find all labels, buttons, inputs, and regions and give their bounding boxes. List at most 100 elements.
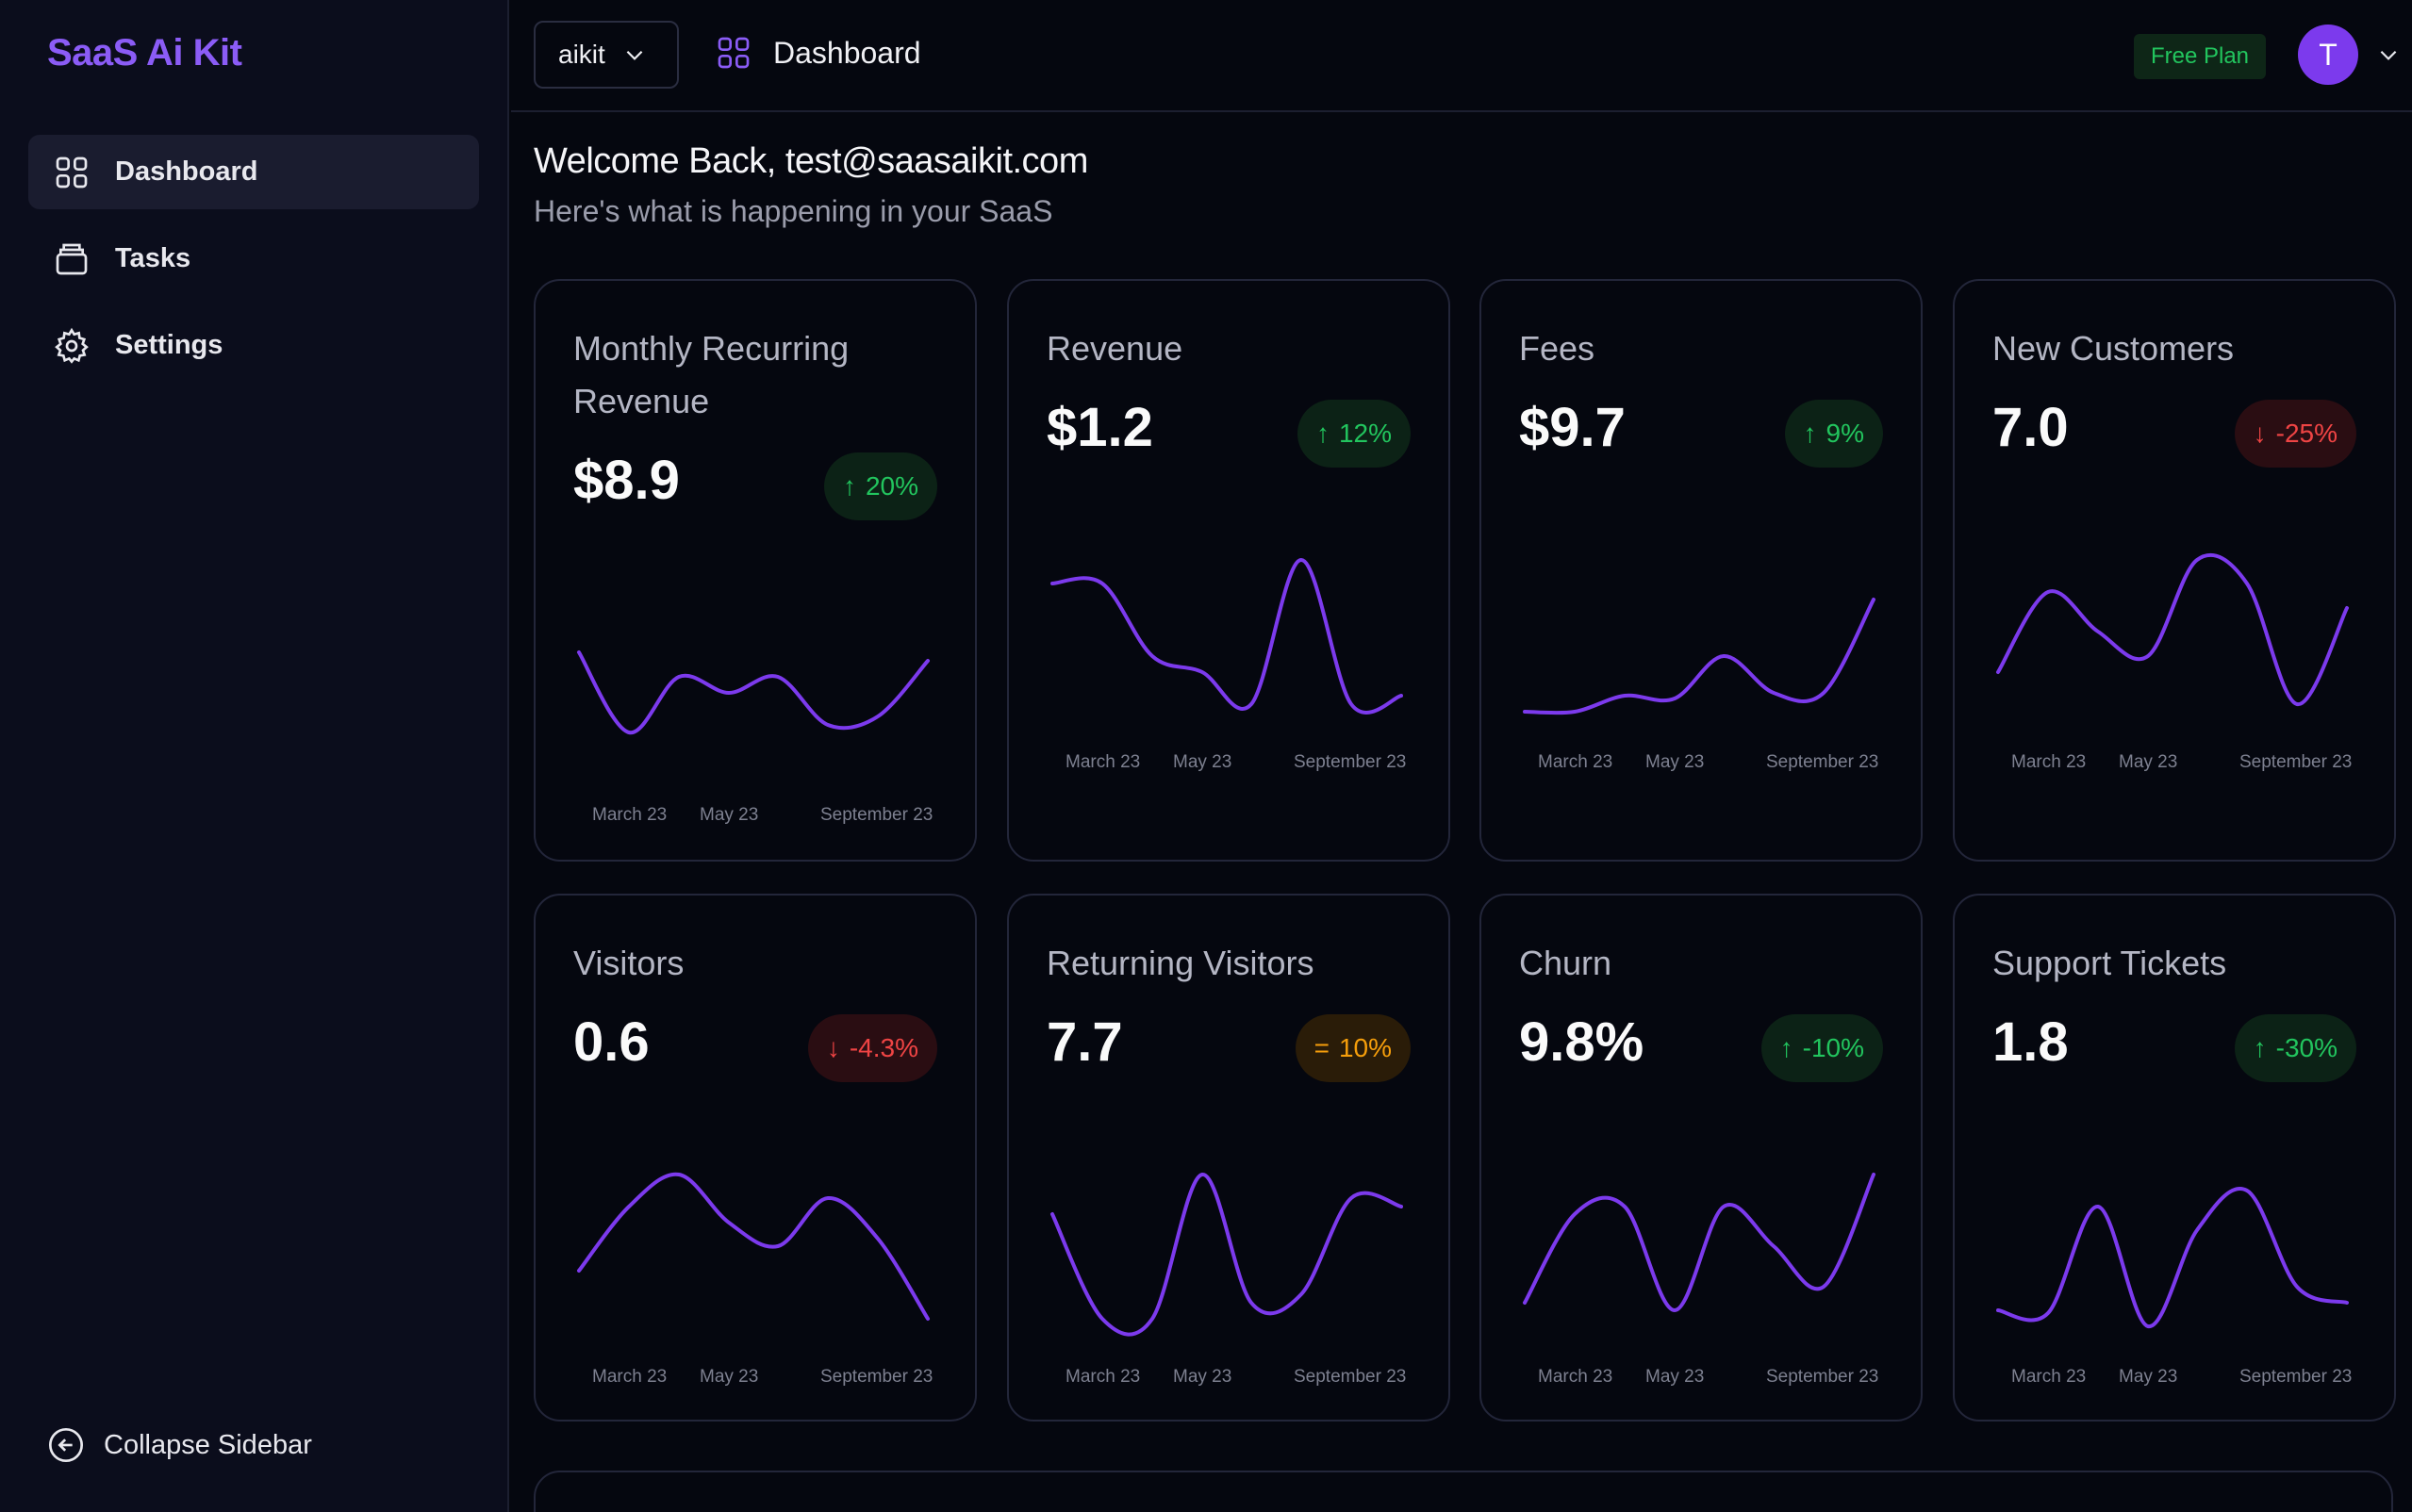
sidebar: SaaS Ai Kit Dashboard Tasks — [0, 0, 509, 1512]
metric-card: Monthly Recurring Revenue $8.9 ↑ 20% March 2… — [534, 279, 977, 862]
trend-value: -30% — [2275, 1033, 2338, 1062]
metric-card: Returning Visitors 7.7 = 10% March 23 May 23 S… — [1007, 894, 1450, 1422]
axis-tick-label: May 23 — [700, 1367, 759, 1387]
metric-card: Visitors 0.6 ↓ -4.3% March 23 May 23 September… — [534, 894, 977, 1422]
breadcrumb: Dashboard — [715, 34, 921, 72]
sparkline-chart — [1523, 598, 1875, 715]
trend-badge: ↓ -25% — [2234, 400, 2356, 468]
sparkline-axis: March 23 May 23 September 23 — [1066, 1367, 1424, 1389]
sparkline-series — [1050, 557, 1403, 715]
sparkline-series — [1523, 598, 1875, 715]
axis-tick-label: May 23 — [2119, 752, 2178, 772]
metric-title: Churn — [1519, 944, 1612, 982]
axis-tick-label: March 23 — [2011, 1367, 2087, 1387]
sparkline-axis: March 23 May 23 September 23 — [2011, 752, 2370, 775]
trend-value: 12% — [1338, 419, 1392, 448]
chevron-down-icon — [626, 50, 643, 60]
sparkline-series — [1996, 1187, 2349, 1328]
topbar: aikit Dashboard Free Plan T — [511, 0, 2412, 112]
page-title: Dashboard — [773, 35, 921, 70]
arrow-up-icon: ↑ — [2253, 1033, 2267, 1062]
trend-badge: ↑ -10% — [1760, 1014, 1883, 1082]
equals-icon: = — [1313, 1033, 1330, 1062]
metric-value: 1.8 — [1992, 1011, 2069, 1073]
metric-card: Revenue $1.2 ↑ 12% March 23 May 23 September 2… — [1007, 279, 1450, 862]
sparkline-series — [1523, 1173, 1875, 1313]
arrow-up-icon: ↑ — [1779, 1033, 1793, 1062]
sparkline-chart — [1050, 1173, 1403, 1337]
sparkline-chart — [1996, 553, 2349, 706]
layers-icon — [56, 243, 88, 274]
trend-badge: ↓ -4.3% — [807, 1014, 937, 1082]
sparkline-axis: March 23 May 23 September 23 — [1538, 752, 1896, 775]
project-select[interactable]: aikit — [534, 21, 679, 89]
metric-value: 7.7 — [1047, 1011, 1123, 1073]
gear-icon — [55, 327, 89, 364]
sidebar-item-tasks[interactable]: Tasks — [28, 222, 479, 296]
metric-card: Fees $9.7 ↑ 9% March 23 May 23 September 23 — [1479, 279, 1923, 862]
sparkline-chart — [577, 650, 930, 735]
metric-title: Visitors — [573, 944, 685, 982]
arrow-up-icon: ↑ — [842, 471, 856, 501]
metric-card: Churn 9.8% ↑ -10% March 23 May 23 September 23 — [1479, 894, 1923, 1422]
metric-value: 7.0 — [1992, 397, 2069, 458]
sparkline-series — [1996, 553, 2349, 706]
axis-tick-label: March 23 — [1066, 1367, 1141, 1387]
arrow-left-circle-icon — [49, 1428, 83, 1462]
avatar[interactable]: T — [2298, 25, 2358, 85]
axis-tick-label: May 23 — [1645, 752, 1705, 772]
chevron-down-icon[interactable] — [2376, 42, 2401, 67]
project-select-value: aikit — [558, 40, 605, 69]
sidebar-item-label: Tasks — [115, 243, 191, 273]
arrow-down-icon: ↓ — [2253, 419, 2267, 448]
trend-badge: ↑ -30% — [2234, 1014, 2356, 1082]
metric-title: Support Tickets — [1992, 944, 2227, 982]
trend-value: -4.3% — [849, 1033, 918, 1062]
sidebar-item-settings[interactable]: Settings — [28, 308, 479, 383]
axis-tick-label: May 23 — [1173, 752, 1232, 772]
axis-tick-label: March 23 — [592, 1367, 668, 1387]
trend-value: -10% — [1802, 1033, 1864, 1062]
sidebar-item-label: Dashboard — [115, 156, 258, 187]
collapse-sidebar-label: Collapse Sidebar — [104, 1429, 312, 1460]
sparkline-chart — [577, 1172, 930, 1321]
axis-tick-label: March 23 — [1538, 1367, 1613, 1387]
axis-tick-label: September 23 — [820, 1367, 933, 1387]
trend-badge: = 10% — [1295, 1014, 1411, 1082]
trend-badge: ↑ 20% — [823, 452, 937, 520]
axis-tick-label: September 23 — [2239, 752, 2353, 772]
metric-title: Monthly Recurring Revenue — [573, 329, 850, 420]
axis-tick-label: March 23 — [1538, 752, 1613, 772]
axis-tick-label: March 23 — [1066, 752, 1141, 772]
trend-value: 20% — [865, 471, 918, 501]
metric-value: 0.6 — [573, 1011, 650, 1073]
sparkline-chart — [1996, 1187, 2349, 1328]
axis-tick-label: May 23 — [700, 805, 759, 825]
grid-icon — [56, 156, 88, 188]
axis-tick-label: May 23 — [1173, 1367, 1232, 1387]
sparkline-axis: March 23 May 23 September 23 — [2011, 1367, 2370, 1389]
metric-title: Revenue — [1047, 329, 1183, 368]
sparkline-axis: March 23 May 23 September 23 — [592, 805, 950, 828]
sparkline-chart — [1050, 557, 1403, 715]
bottom-panel — [534, 1471, 2393, 1512]
sidebar-item-dashboard[interactable]: Dashboard — [28, 135, 479, 209]
welcome-subtitle: Here's what is happening in your SaaS — [534, 194, 1053, 228]
sparkline-axis: March 23 May 23 September 23 — [1066, 752, 1424, 775]
metric-card: Support Tickets 1.8 ↑ -30% March 23 May 23 Sep… — [1953, 894, 2396, 1422]
trend-value: 10% — [1338, 1033, 1392, 1062]
plan-badge[interactable]: Free Plan — [2134, 34, 2266, 79]
trend-badge: ↑ 9% — [1784, 400, 1883, 468]
sparkline-series — [577, 1172, 930, 1321]
collapse-sidebar-button[interactable]: Collapse Sidebar — [47, 1426, 312, 1464]
trend-badge: ↑ 12% — [1297, 400, 1411, 468]
metric-card: New Customers 7.0 ↓ -25% March 23 May 23 Septe… — [1953, 279, 2396, 862]
welcome-title: Welcome Back, test@saasaikit.com — [534, 141, 1088, 181]
trend-value: 9% — [1826, 419, 1864, 448]
metric-value: $9.7 — [1519, 397, 1626, 458]
axis-tick-label: September 23 — [1294, 752, 1407, 772]
brand-logo[interactable]: SaaS Ai Kit — [47, 32, 242, 74]
sparkline-axis: March 23 May 23 September 23 — [592, 1367, 950, 1389]
metric-value: $1.2 — [1047, 397, 1153, 458]
